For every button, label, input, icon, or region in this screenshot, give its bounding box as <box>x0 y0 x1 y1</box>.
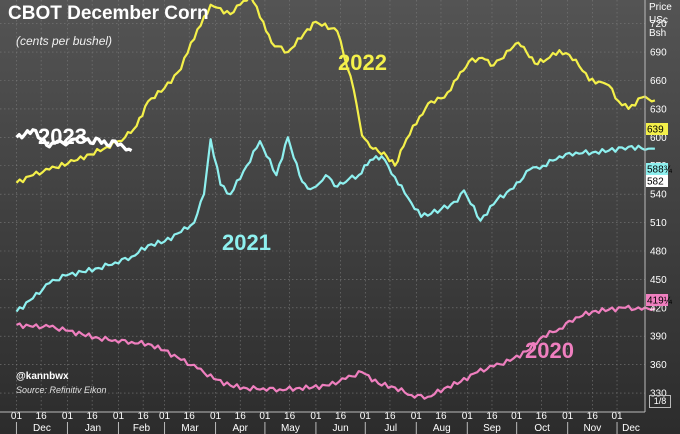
y-tick-label: 720 <box>650 19 667 30</box>
x-tick-label: 16 <box>138 411 150 422</box>
series-label-2023: 2023 <box>38 124 87 149</box>
x-tick-label: 01 <box>310 411 322 422</box>
x-month-label: Sep <box>483 423 501 434</box>
x-month-label: Feb <box>133 423 151 434</box>
end-tag-label-2022: 639 <box>647 125 664 136</box>
y-tick-label: 420 <box>650 303 667 314</box>
end-tag-2020 <box>646 294 668 306</box>
y-axis-title-line-1: Price <box>649 2 672 13</box>
y-axis-title-line-2: USc <box>649 15 668 26</box>
x-month-label: Oct <box>534 423 550 434</box>
x-tick-label: 16 <box>384 411 396 422</box>
y-tick-label: 450 <box>650 275 667 286</box>
y-tick-label: 540 <box>650 190 667 201</box>
chart-credit: @kannbwx <box>16 371 69 382</box>
y-tick-label: 510 <box>650 218 667 229</box>
x-tick-label: 01 <box>210 411 222 422</box>
x-tick-label: 01 <box>462 411 474 422</box>
series-line-2022 <box>15 0 656 184</box>
x-tick-label: 16 <box>435 411 447 422</box>
y-tick-label: 630 <box>650 104 667 115</box>
scale-note: 1/8 <box>649 395 671 408</box>
end-tag-label-2021: 588¾ <box>647 165 673 176</box>
x-tick-label: 16 <box>184 411 196 422</box>
x-tick-label: 01 <box>11 411 23 422</box>
x-tick-label: 01 <box>511 411 523 422</box>
y-tick-label: 360 <box>650 360 667 371</box>
x-month-label: Jan <box>85 423 101 434</box>
series-line-2021 <box>15 136 655 313</box>
chart-subtitle: (cents per bushel) <box>16 34 113 48</box>
end-tag-label-2020: 419¼ <box>647 295 673 307</box>
grid-layer <box>0 0 645 412</box>
y-tick-label: 690 <box>650 48 667 59</box>
series-line-2023 <box>15 128 133 153</box>
y-tick-label: 480 <box>650 246 667 257</box>
x-month-label: May <box>281 423 300 434</box>
chart-source: Source: Refinitiv Eikon <box>16 385 107 395</box>
x-month-label: Apr <box>232 423 248 434</box>
y-tick-label: 660 <box>650 76 667 87</box>
x-month-label: Aug <box>433 423 451 434</box>
series-label-layer: 2022 2023 2021 2020 <box>38 50 574 363</box>
x-tick-label: 01 <box>360 411 372 422</box>
end-tag-2021 <box>646 163 668 175</box>
y-tick-label: 330 <box>650 389 667 400</box>
y-tick-label: 600 <box>650 133 667 144</box>
x-tick-label: 16 <box>36 411 48 422</box>
x-month-label: Jul <box>384 423 397 434</box>
x-tick-label: 01 <box>113 411 125 422</box>
x-tick-label: 01 <box>259 411 271 422</box>
x-tick-label: 01 <box>611 411 623 422</box>
x-tick-label: 01 <box>159 411 171 422</box>
x-tick-label: 16 <box>587 411 599 422</box>
x-tick-label: 16 <box>235 411 247 422</box>
chart-title: CBOT December Corn <box>8 3 209 24</box>
series-label-2022: 2022 <box>338 50 387 75</box>
x-tick-label: 16 <box>335 411 347 422</box>
x-tick-label: 16 <box>536 411 548 422</box>
series-line-2020 <box>16 304 656 400</box>
series-label-2021: 2021 <box>222 230 271 255</box>
end-tag-label-2023: 582 <box>647 177 664 188</box>
x-tick-label: 16 <box>284 411 296 422</box>
y-tick-label: 390 <box>650 332 667 343</box>
x-tick-label: 16 <box>87 411 99 422</box>
end-tag-2023 <box>646 175 668 187</box>
x-month-label: Mar <box>181 423 199 434</box>
x-tick-label: 01 <box>562 411 574 422</box>
x-tick-label: 01 <box>62 411 74 422</box>
series-label-2020: 2020 <box>525 338 574 363</box>
x-tick-label: 01 <box>411 411 423 422</box>
end-tag-2022 <box>646 123 668 135</box>
x-month-label: Dec <box>622 423 640 434</box>
x-tick-label: 16 <box>486 411 498 422</box>
x-month-label: Jun <box>333 423 349 434</box>
x-month-label: Dec <box>33 423 51 434</box>
x-month-label: Nov <box>583 423 601 434</box>
series-layer <box>15 0 656 400</box>
y-axis-title-line-3: Bsh <box>649 28 667 39</box>
